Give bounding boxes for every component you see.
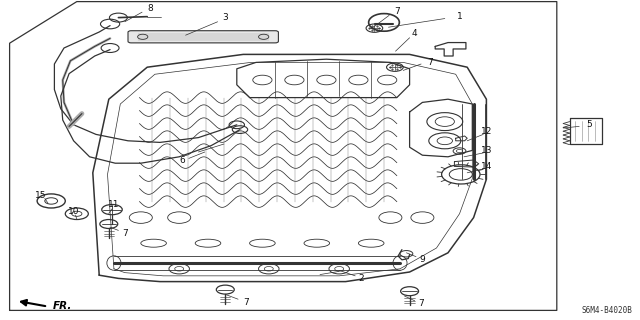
Text: 9: 9: [420, 255, 425, 264]
Text: 7: 7: [244, 298, 249, 307]
Text: 14: 14: [481, 162, 492, 171]
Text: 10: 10: [68, 207, 79, 216]
Text: 15: 15: [35, 191, 46, 200]
Text: 3: 3: [223, 13, 228, 22]
Text: 7: 7: [122, 229, 127, 238]
Text: 5: 5: [586, 120, 591, 129]
Text: S6M4-B4020B: S6M4-B4020B: [582, 306, 632, 315]
Text: 1: 1: [457, 12, 462, 20]
FancyBboxPatch shape: [128, 31, 278, 43]
Text: 13: 13: [481, 146, 492, 155]
Text: 7: 7: [419, 300, 424, 308]
Text: 11: 11: [108, 200, 120, 209]
Text: 2: 2: [359, 274, 364, 283]
Text: 4: 4: [412, 29, 417, 38]
Text: 6: 6: [180, 156, 185, 164]
Text: 7: 7: [394, 7, 399, 16]
Text: 12: 12: [481, 127, 492, 136]
Text: 7: 7: [428, 58, 433, 67]
Text: FR.: FR.: [52, 300, 72, 311]
Text: 8: 8: [148, 4, 153, 13]
